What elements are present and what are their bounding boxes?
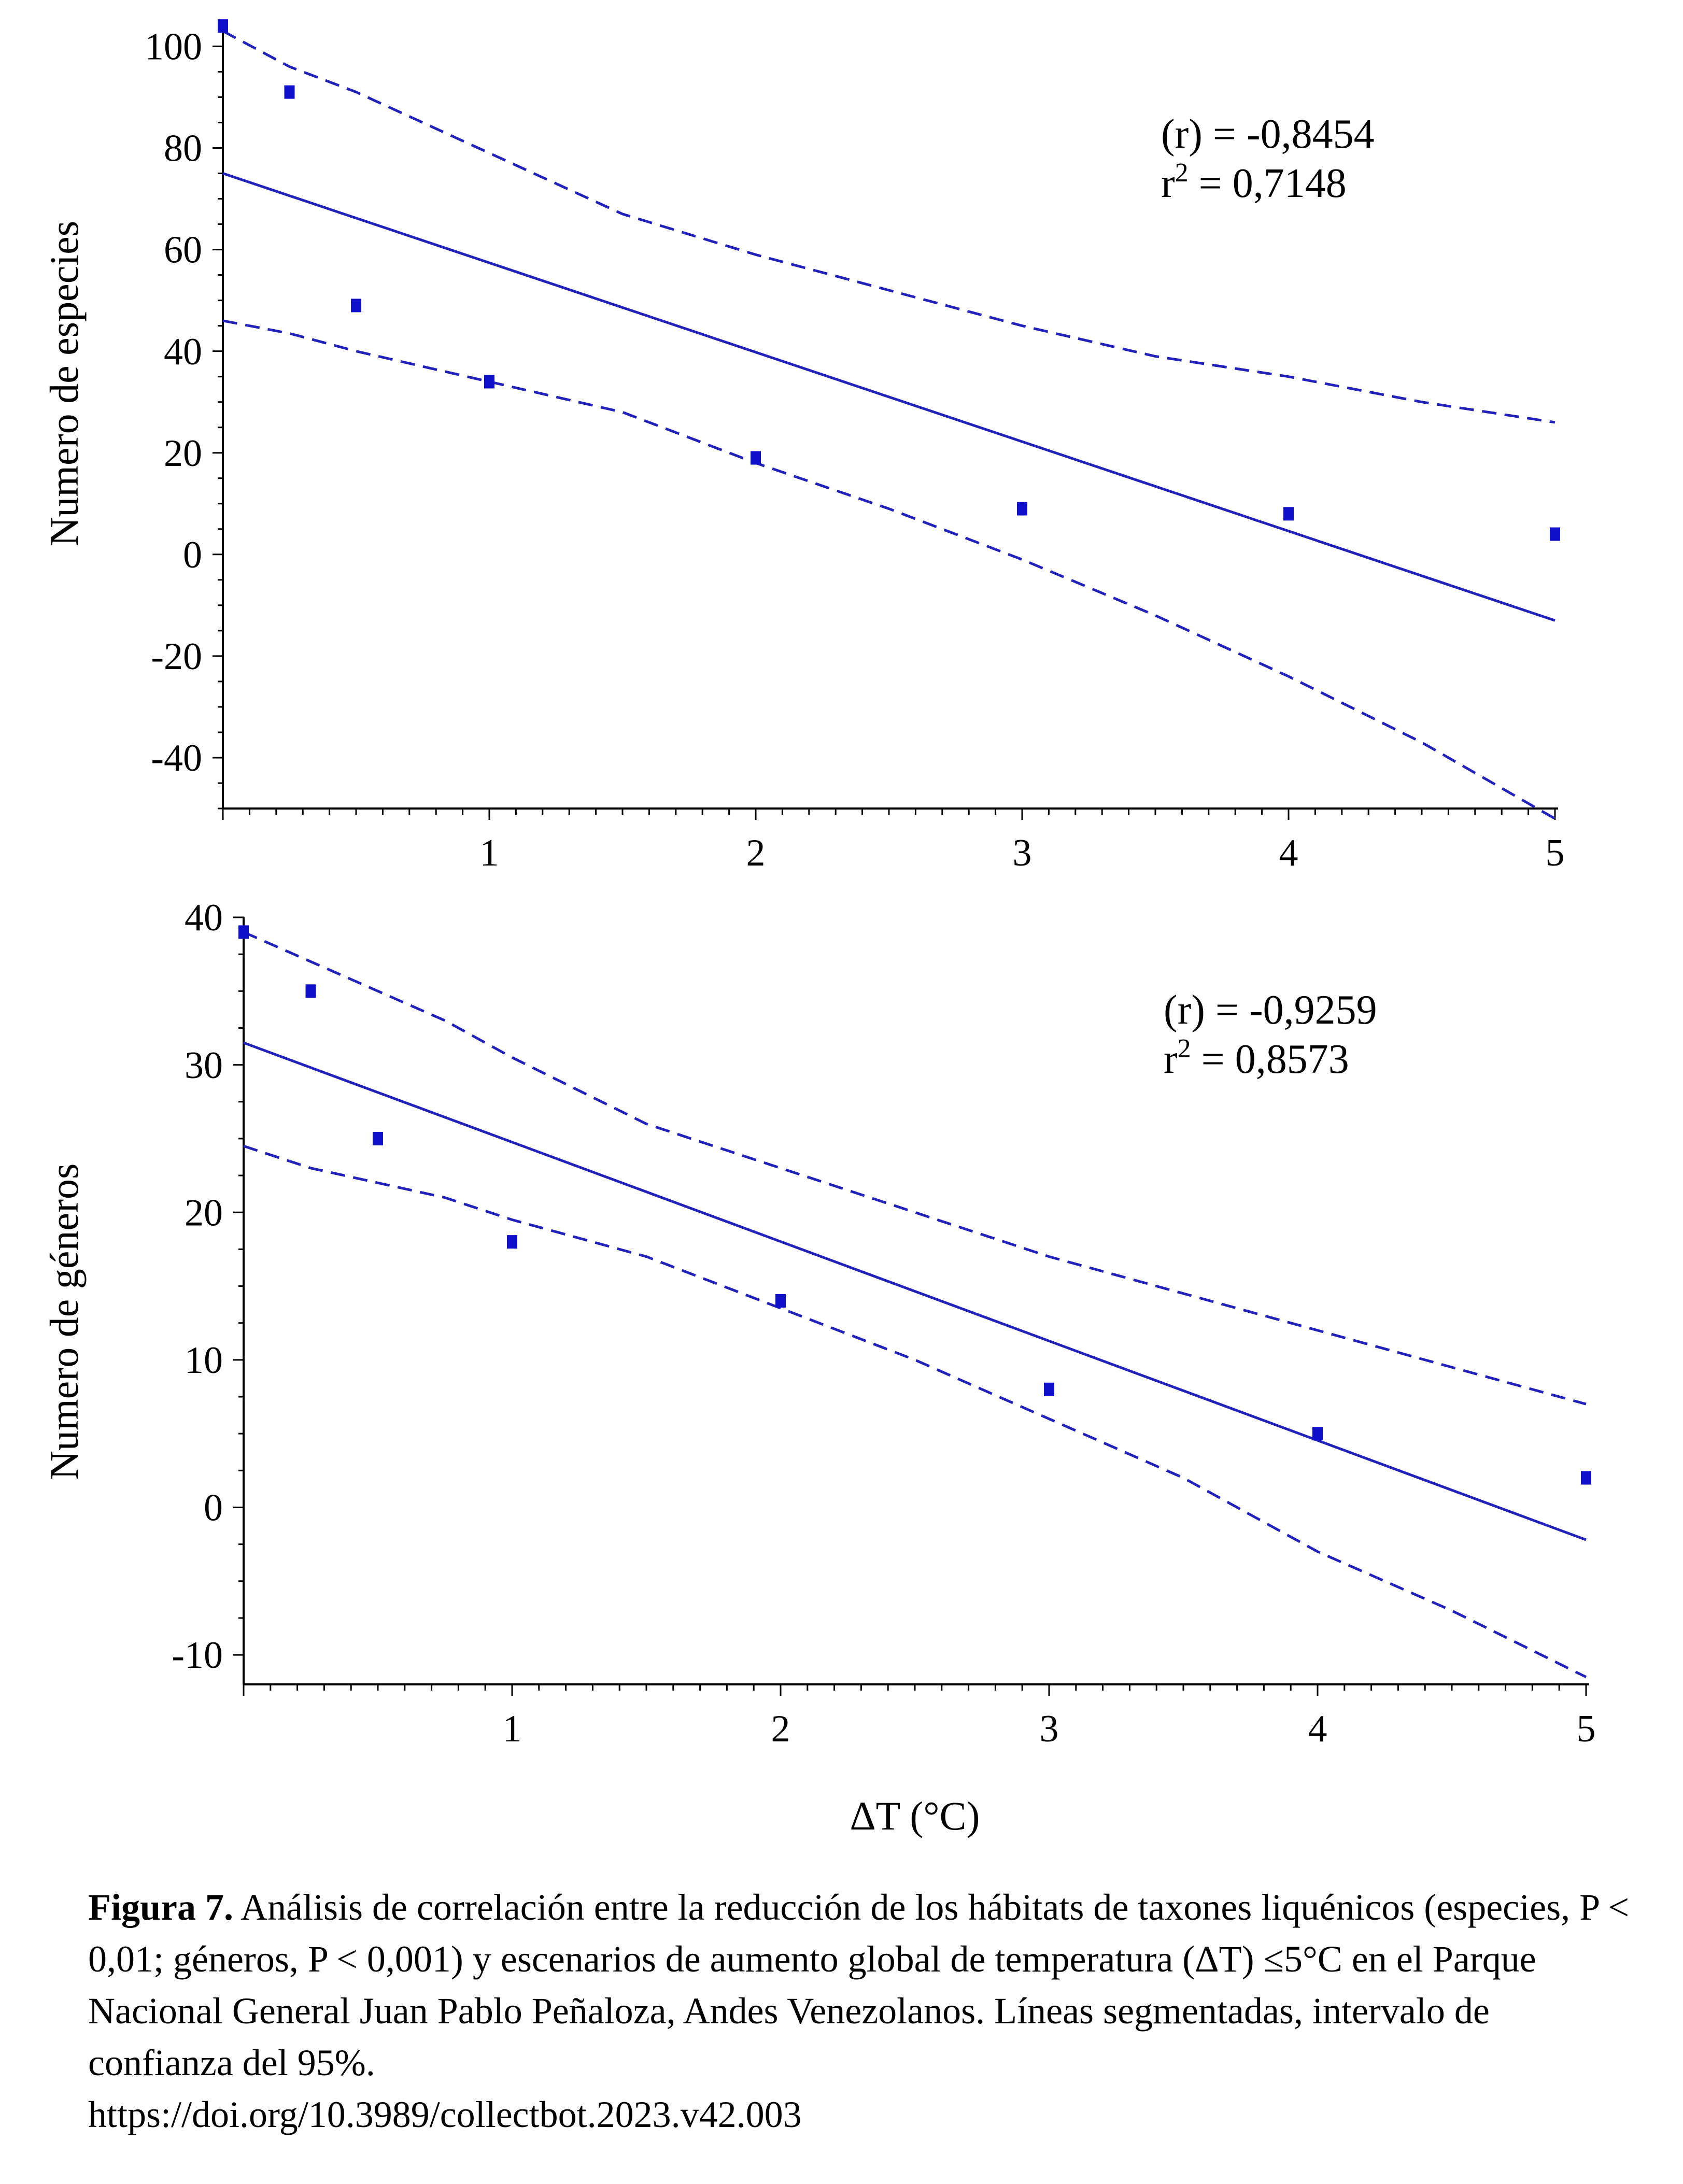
x-tick-label: 4 — [1308, 1708, 1327, 1750]
x-tick-label: 5 — [1577, 1708, 1596, 1750]
data-point — [1581, 1471, 1591, 1485]
data-point — [507, 1235, 517, 1249]
x-tick-label: 3 — [1040, 1708, 1059, 1750]
x-axis-label: ΔT (°C) — [850, 1793, 980, 1838]
y-tick-label: 100 — [145, 26, 202, 68]
x-tick-label: 2 — [746, 832, 766, 874]
figure-caption: Figura 7. Análisis de correlación entre … — [88, 1881, 1633, 2140]
x-tick-label: 5 — [1546, 832, 1565, 874]
regression-line — [243, 1041, 1587, 1541]
x-tick-label: 1 — [503, 1708, 522, 1750]
ci-lower-line — [222, 319, 1556, 820]
data-point — [284, 85, 295, 99]
data-point — [351, 299, 361, 313]
y-tick-label: 0 — [204, 1487, 223, 1529]
ci-upper-line — [222, 30, 1555, 424]
y-tick-label: 20 — [164, 432, 202, 475]
y-axis-label: Numero de especies — [41, 221, 87, 546]
determination-r2-label: r2 = 0,8573 — [1164, 1034, 1349, 1082]
y-tick-label: 60 — [164, 229, 202, 272]
data-point — [218, 19, 228, 33]
y-tick-label: 30 — [185, 1044, 223, 1087]
y-tick-label: 0 — [183, 534, 202, 576]
x-tick-label: 2 — [771, 1708, 790, 1750]
data-point — [775, 1294, 786, 1308]
chart-panel-2: -10 0 10 20 30 40 1 2 3 4 5 Numero de géneros ΔT (°C… — [41, 897, 1596, 1838]
y-tick-label: -10 — [172, 1634, 223, 1677]
y-axis-label: Numero de géneros — [41, 1164, 87, 1480]
data-point — [1017, 502, 1027, 516]
ci-upper-line — [243, 931, 1587, 1406]
data-point — [373, 1131, 383, 1145]
ci-lower-line — [243, 1144, 1587, 1679]
y-tick-label: 20 — [185, 1192, 223, 1234]
caption-doi: https://doi.org/10.3989/collectbot.2023.… — [88, 2094, 802, 2135]
data-point — [1044, 1382, 1054, 1396]
determination-r2-label: r2 = 0,7148 — [1161, 158, 1347, 206]
data-point — [1283, 507, 1294, 521]
caption-text: Análisis de correlación entre la reducci… — [88, 1887, 1630, 2083]
data-point — [484, 375, 494, 389]
data-point — [1550, 527, 1560, 541]
correlation-r-label: (r) = -0,8454 — [1161, 111, 1375, 157]
x-tick-label: 3 — [1013, 832, 1032, 874]
y-tick-label: 80 — [164, 127, 202, 170]
data-point — [238, 925, 249, 939]
y-tick-label: -40 — [151, 737, 202, 779]
chart-panel-1: -40 -20 0 20 40 60 80 100 1 2 3 4 5 Numero de especie… — [41, 19, 1565, 874]
x-tick-label: 4 — [1279, 832, 1298, 874]
data-point — [751, 451, 761, 465]
y-tick-label: 40 — [164, 331, 202, 373]
data-point — [1312, 1427, 1323, 1441]
data-point — [305, 984, 316, 998]
y-tick-label: -20 — [151, 635, 202, 678]
regression-line — [222, 172, 1555, 622]
y-tick-label: 10 — [185, 1339, 223, 1382]
x-tick-label: 1 — [480, 832, 499, 874]
y-tick-label: 40 — [185, 897, 223, 939]
correlation-r-label: (r) = -0,9259 — [1164, 987, 1377, 1033]
caption-label: Figura 7. — [88, 1887, 233, 1928]
